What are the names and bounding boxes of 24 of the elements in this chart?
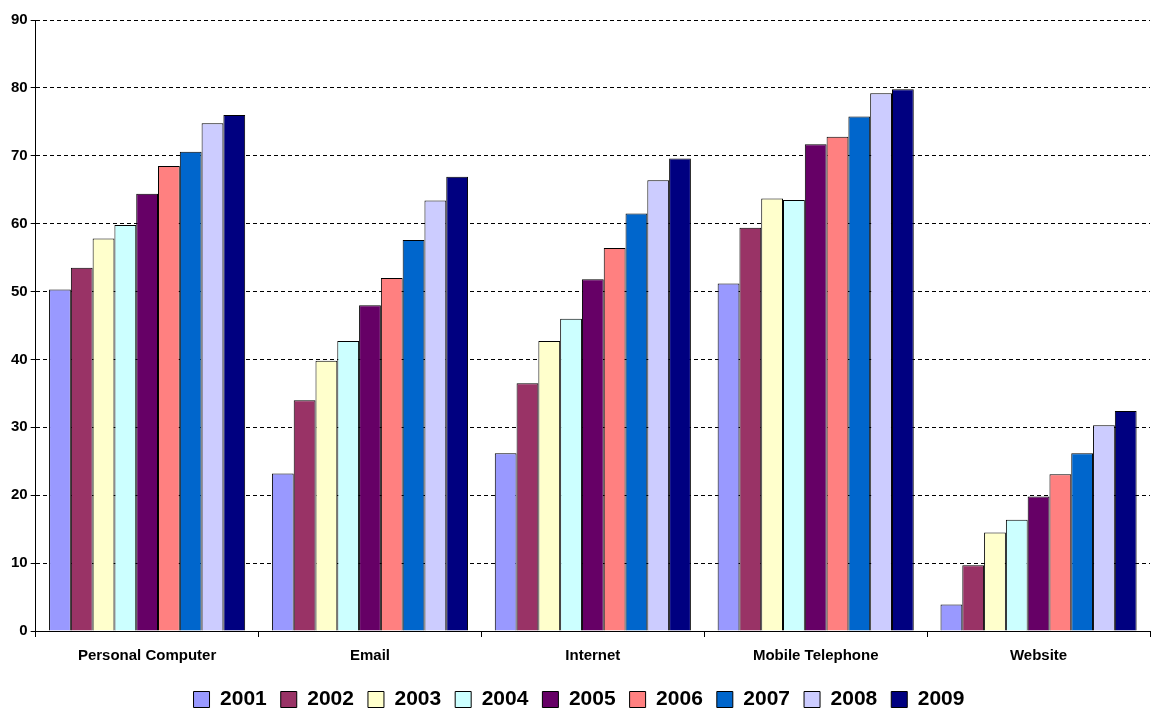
y-tick-label: 50 (11, 281, 28, 299)
x-tick-label: Email (349, 646, 390, 664)
y-tick-label: 40 (11, 349, 28, 367)
y-tick-label: 80 (11, 78, 28, 96)
y-tick-label: 60 (11, 213, 28, 231)
legend-label: 2006 (656, 686, 703, 710)
y-tick-label: 90 (11, 10, 28, 28)
x-tick-label: Internet (565, 646, 621, 664)
y-tick-label: 30 (11, 417, 28, 435)
legend-label: 2003 (394, 686, 442, 710)
y-tick-label: 10 (11, 553, 28, 571)
legend-label: 2009 (917, 686, 965, 710)
legend-label: 2008 (830, 686, 878, 710)
y-tick-label: 70 (11, 145, 28, 163)
legend-label: 2004 (481, 686, 529, 710)
legend-label: 2002 (307, 686, 354, 710)
legend-label: 2007 (743, 686, 791, 710)
legend-label: 2001 (220, 686, 268, 710)
y-tick-label: 0 (19, 621, 28, 639)
x-tick-label: Website (1009, 646, 1068, 664)
y-tick-label: 20 (11, 485, 28, 503)
x-tick-label: Mobile Telephone (752, 646, 879, 664)
x-tick-label: Personal Computer (77, 646, 217, 664)
legend-label: 2005 (568, 686, 616, 710)
